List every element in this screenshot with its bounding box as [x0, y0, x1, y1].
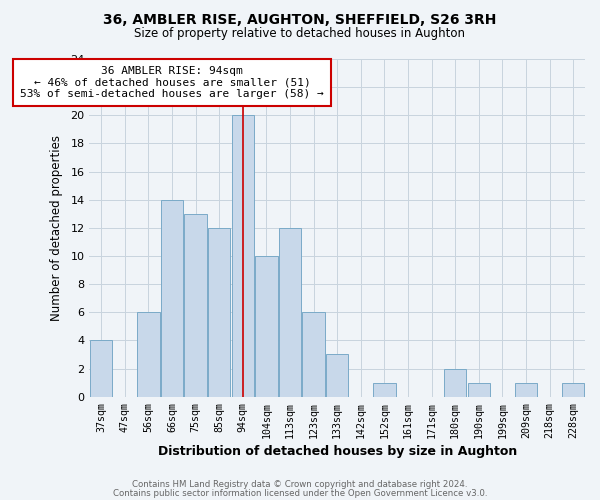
Bar	[208, 228, 230, 396]
Bar	[137, 312, 160, 396]
Text: 36, AMBLER RISE, AUGHTON, SHEFFIELD, S26 3RH: 36, AMBLER RISE, AUGHTON, SHEFFIELD, S26…	[103, 12, 497, 26]
Text: Contains public sector information licensed under the Open Government Licence v3: Contains public sector information licen…	[113, 488, 487, 498]
Bar	[326, 354, 349, 397]
Bar	[302, 312, 325, 396]
Bar	[467, 382, 490, 396]
Bar	[184, 214, 207, 396]
Text: 36 AMBLER RISE: 94sqm
← 46% of detached houses are smaller (51)
53% of semi-deta: 36 AMBLER RISE: 94sqm ← 46% of detached …	[20, 66, 324, 99]
Bar	[232, 116, 254, 396]
Bar	[161, 200, 183, 396]
Bar	[279, 228, 301, 396]
Bar	[562, 382, 584, 396]
Bar	[444, 368, 466, 396]
Bar	[373, 382, 395, 396]
Bar	[255, 256, 278, 396]
Text: Contains HM Land Registry data © Crown copyright and database right 2024.: Contains HM Land Registry data © Crown c…	[132, 480, 468, 489]
Bar	[515, 382, 537, 396]
X-axis label: Distribution of detached houses by size in Aughton: Distribution of detached houses by size …	[158, 444, 517, 458]
Text: Size of property relative to detached houses in Aughton: Size of property relative to detached ho…	[134, 28, 466, 40]
Bar	[90, 340, 112, 396]
Y-axis label: Number of detached properties: Number of detached properties	[50, 135, 64, 321]
